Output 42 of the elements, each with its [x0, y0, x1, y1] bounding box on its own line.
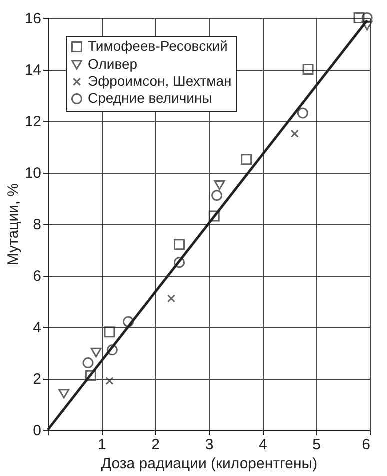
y-tick-label: 16	[24, 10, 42, 28]
y-axis-title: Мутации, %	[4, 183, 22, 266]
x-axis-title: Доза радиации (килорентгены)	[101, 456, 318, 472]
point	[362, 20, 373, 31]
y-tick-label: 14	[24, 62, 42, 79]
y-tick-label: 4	[33, 320, 42, 336]
y-tick-label: 2	[33, 371, 42, 388]
point	[106, 377, 114, 386]
legend-label: Средние величины	[88, 90, 212, 106]
legend-label: Эфроимсон, Шехтман	[88, 73, 232, 89]
point	[123, 316, 134, 328]
point	[362, 12, 373, 24]
point	[212, 190, 223, 202]
point	[354, 12, 365, 24]
legend-label: Оливер	[88, 56, 138, 72]
x-tick-label: 3	[205, 436, 214, 454]
y-tick-label: 10	[24, 165, 42, 182]
point	[208, 210, 220, 222]
point	[297, 108, 308, 119]
y-tick-label: 12	[24, 114, 42, 130]
legend-label: Тимофеев-Ресовский	[88, 38, 228, 54]
y-tick-label: 0	[33, 422, 42, 440]
x-tick-label: 2	[152, 436, 160, 454]
point	[58, 389, 70, 399]
x-tick-label: 4	[258, 436, 268, 454]
point	[302, 64, 314, 75]
point	[174, 239, 185, 250]
x-tick-label: 1	[98, 436, 106, 454]
point	[241, 154, 252, 166]
point	[290, 130, 299, 138]
x-tick-label: 6	[362, 436, 370, 454]
point	[104, 326, 116, 338]
point	[167, 294, 176, 303]
point	[85, 370, 96, 382]
point	[106, 344, 118, 356]
point	[174, 257, 185, 268]
point	[90, 348, 102, 358]
y-tick-label: 6	[33, 268, 42, 285]
point	[214, 180, 226, 190]
y-tick-label: 8	[33, 216, 42, 234]
point	[82, 358, 94, 369]
x-tick-label: 5	[312, 436, 322, 454]
